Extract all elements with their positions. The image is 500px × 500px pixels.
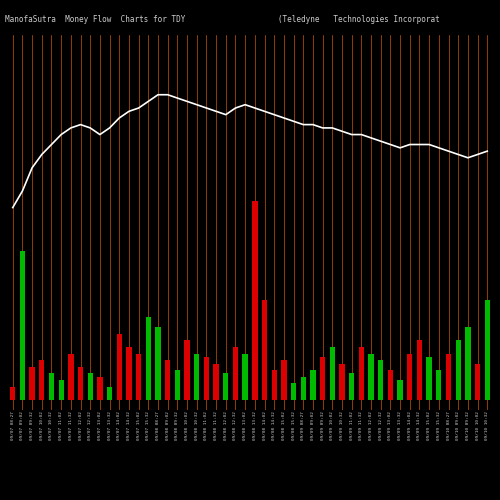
Bar bbox=[300, 377, 306, 400]
Bar bbox=[340, 364, 344, 400]
Bar bbox=[320, 357, 326, 400]
Bar bbox=[446, 354, 451, 400]
Bar bbox=[165, 360, 170, 400]
Bar bbox=[68, 354, 73, 400]
Bar bbox=[281, 360, 286, 400]
Bar bbox=[174, 370, 180, 400]
Bar bbox=[398, 380, 403, 400]
Bar bbox=[146, 317, 151, 400]
Bar bbox=[10, 387, 16, 400]
Bar bbox=[194, 354, 200, 400]
Bar bbox=[233, 347, 238, 400]
Text: ManofaSutra  Money Flow  Charts for TDY                    (Teledyne   Technolog: ManofaSutra Money Flow Charts for TDY (T… bbox=[5, 15, 440, 24]
Bar bbox=[368, 354, 374, 400]
Bar bbox=[136, 354, 141, 400]
Bar bbox=[426, 357, 432, 400]
Bar bbox=[252, 201, 258, 400]
Bar bbox=[214, 364, 219, 400]
Bar bbox=[78, 367, 83, 400]
Bar bbox=[475, 364, 480, 400]
Bar bbox=[49, 374, 54, 400]
Bar bbox=[378, 360, 384, 400]
Bar bbox=[358, 347, 364, 400]
Bar bbox=[465, 327, 470, 400]
Bar bbox=[484, 300, 490, 400]
Bar bbox=[107, 387, 112, 400]
Bar bbox=[242, 354, 248, 400]
Bar bbox=[407, 354, 412, 400]
Bar bbox=[223, 374, 228, 400]
Bar bbox=[30, 367, 35, 400]
Bar bbox=[388, 370, 393, 400]
Bar bbox=[88, 374, 93, 400]
Bar bbox=[436, 370, 442, 400]
Bar bbox=[116, 334, 122, 400]
Bar bbox=[39, 360, 44, 400]
Bar bbox=[20, 250, 25, 400]
Bar bbox=[330, 347, 335, 400]
Bar bbox=[204, 357, 209, 400]
Bar bbox=[126, 347, 132, 400]
Bar bbox=[97, 377, 102, 400]
Bar bbox=[58, 380, 64, 400]
Bar bbox=[156, 327, 160, 400]
Bar bbox=[262, 300, 267, 400]
Bar bbox=[349, 374, 354, 400]
Bar bbox=[184, 340, 190, 400]
Bar bbox=[417, 340, 422, 400]
Bar bbox=[291, 384, 296, 400]
Bar bbox=[310, 370, 316, 400]
Bar bbox=[456, 340, 461, 400]
Bar bbox=[272, 370, 277, 400]
